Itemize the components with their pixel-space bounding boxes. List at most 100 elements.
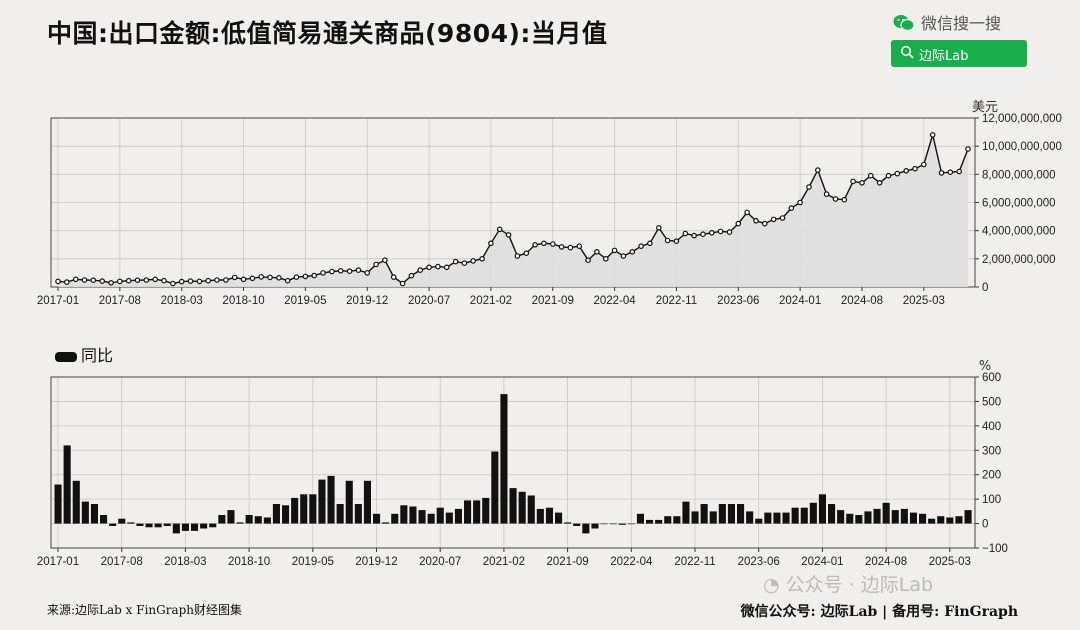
data-point <box>585 257 591 264</box>
data-point <box>664 237 671 244</box>
yoy-bar <box>500 394 508 524</box>
data-point <box>249 275 256 282</box>
yoy-bar <box>236 522 244 524</box>
search-button[interactable]: 边际Lab <box>891 40 1027 67</box>
yoy-bar <box>600 523 608 525</box>
line-chart-y-tick-label: 12,000,000,000 <box>982 113 1062 125</box>
watermark: ◔ 公众号 · 边际Lab <box>763 570 933 597</box>
data-point <box>903 168 910 174</box>
yoy-bar <box>946 517 954 524</box>
data-point <box>770 216 777 223</box>
data-point <box>240 276 247 283</box>
yoy-bar <box>673 516 681 524</box>
bar-chart-x-tick-label: 2021-09 <box>546 556 588 568</box>
yoy-bar <box>700 504 708 524</box>
yoy-bar <box>254 516 262 524</box>
data-point <box>947 169 954 176</box>
yoy-bar <box>272 504 280 524</box>
line-chart-x-tick-label: 2019-05 <box>284 295 326 307</box>
yoy-bar <box>727 504 735 524</box>
yoy-bar <box>582 523 590 534</box>
yoy-bar <box>664 516 672 524</box>
data-point <box>814 167 821 173</box>
line-chart-y-tick-label: 2,000,000,000 <box>982 254 1056 266</box>
data-point <box>293 274 300 280</box>
bar-chart-x-tick-label: 2017-01 <box>37 556 79 568</box>
data-point <box>152 276 159 283</box>
data-point <box>832 196 839 202</box>
yoy-bar <box>909 512 917 524</box>
data-point <box>125 277 132 284</box>
data-point <box>567 244 574 251</box>
line-chart-x-tick-label: 2022-04 <box>593 295 636 307</box>
search-icon <box>900 45 914 63</box>
data-point <box>496 226 503 233</box>
yoy-bar <box>655 519 663 524</box>
yoy-bar <box>919 513 927 524</box>
yoy-bar <box>800 507 808 524</box>
line-chart-x-tick-label: 2020-07 <box>408 295 450 307</box>
line-chart-x-tick-label: 2025-03 <box>903 295 945 307</box>
bar-chart-y-tick-label: 600 <box>982 372 1001 384</box>
yoy-bar <box>791 507 799 524</box>
yoy-bar <box>72 480 80 524</box>
yoy-bar <box>928 518 936 524</box>
yoy-bar <box>527 495 535 524</box>
yoy-bar <box>172 523 180 534</box>
data-point <box>258 274 265 280</box>
yoy-bar <box>955 516 963 524</box>
bar-chart-x-tick-label: 2024-08 <box>865 556 907 568</box>
yoy-bar <box>746 511 754 524</box>
data-point <box>505 232 512 238</box>
legend-label: 同比 <box>81 346 114 365</box>
data-point <box>399 280 406 287</box>
yoy-bar <box>418 510 426 524</box>
yoy-bar <box>482 497 490 524</box>
line-chart-x-tick-label: 2023-06 <box>717 295 759 307</box>
yoy-bar <box>873 508 881 524</box>
yoy-bar <box>691 511 699 524</box>
line-chart-x-tick-label: 2017-08 <box>99 295 141 307</box>
data-point <box>920 161 927 168</box>
yoy-bar <box>964 510 972 524</box>
data-point <box>788 205 795 211</box>
data-point <box>72 276 79 283</box>
yoy-bar <box>54 484 62 524</box>
line-chart-x-tick-label: 2021-02 <box>470 295 512 307</box>
yoy-bar <box>318 479 326 524</box>
line-chart-y-tick-label: 8,000,000,000 <box>982 169 1056 181</box>
data-point <box>443 264 450 271</box>
data-point <box>311 272 318 279</box>
data-point <box>859 180 865 186</box>
bar-chart-x-tick-label: 2024-01 <box>801 556 843 568</box>
data-point <box>700 231 706 238</box>
data-point <box>549 241 556 247</box>
data-point <box>276 274 282 281</box>
data-point <box>267 274 273 281</box>
data-point <box>611 247 618 254</box>
yoy-bar <box>436 507 444 524</box>
bar-chart-x-tick-label: 2017-08 <box>101 556 143 568</box>
yoy-bar <box>900 508 908 524</box>
yoy-bar <box>564 522 572 524</box>
yoy-bar <box>373 513 381 524</box>
data-point <box>134 277 141 284</box>
data-point <box>373 261 379 268</box>
bar-chart-x-tick-label: 2022-04 <box>610 556 653 568</box>
yoy-bar <box>400 505 408 524</box>
yoy-bar <box>709 511 717 524</box>
bar-chart-y-tick-label: 200 <box>982 470 1001 482</box>
data-point <box>806 184 812 190</box>
data-point <box>912 165 918 172</box>
yoy-bar <box>154 523 162 528</box>
yoy-bar <box>63 445 71 524</box>
data-point <box>638 243 644 250</box>
yoy-bar <box>409 506 417 524</box>
yoy-bar <box>382 522 390 524</box>
wechat-icon <box>893 14 915 36</box>
data-point <box>629 249 636 255</box>
data-point <box>337 267 344 274</box>
yoy-bar <box>191 523 199 531</box>
chart-title: 中国:出口金额:低值简易通关商品(9804):当月值 <box>47 19 608 48</box>
yoy-bar <box>737 504 745 524</box>
